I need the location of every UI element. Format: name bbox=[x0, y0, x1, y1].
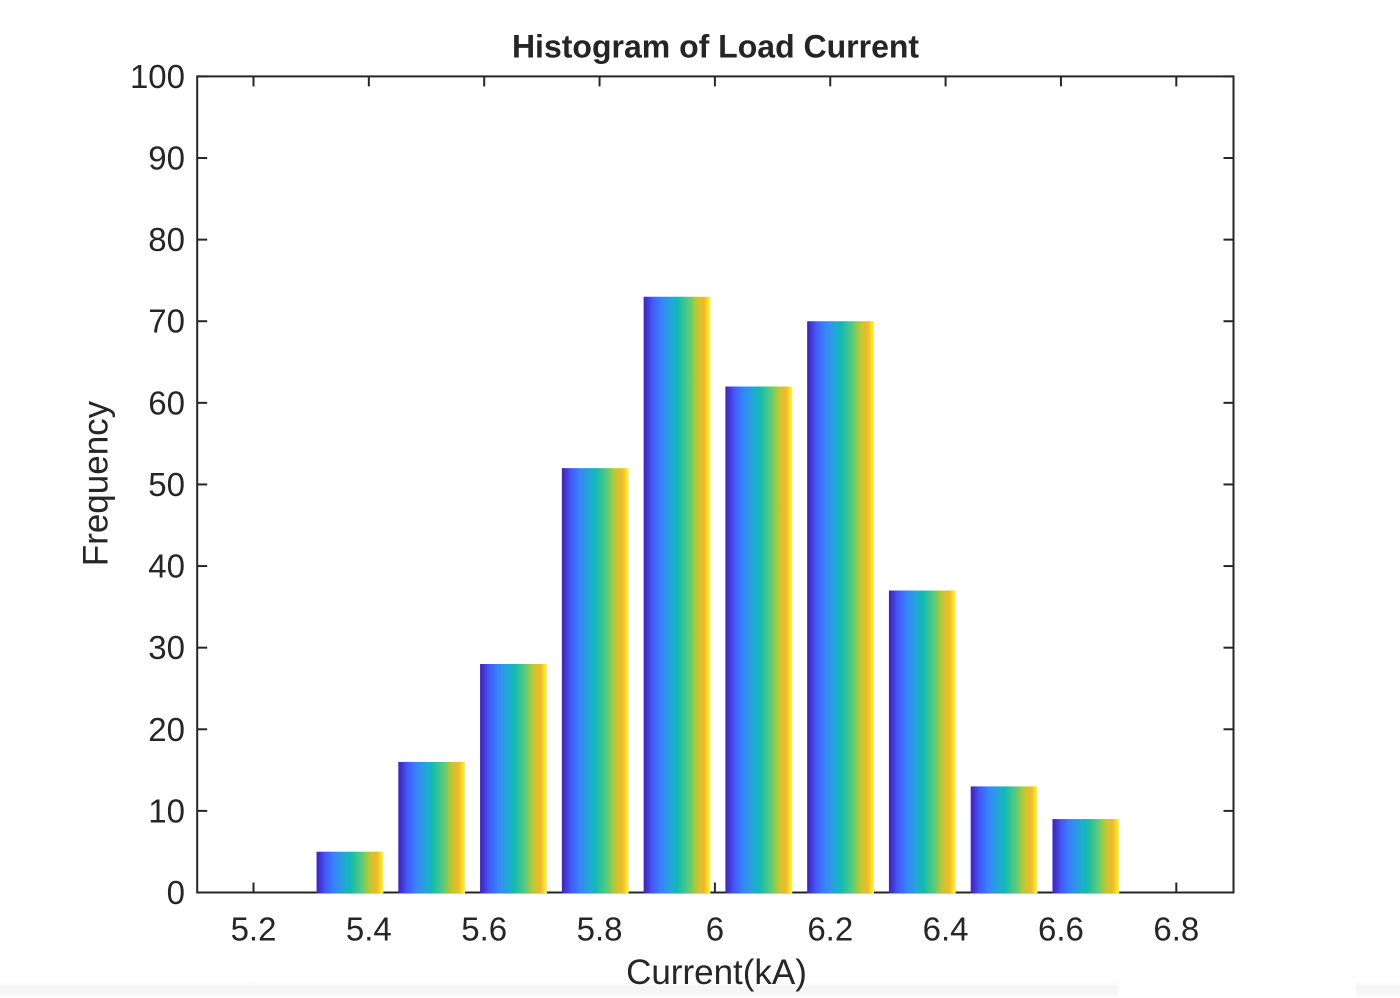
svg-text:90: 90 bbox=[148, 140, 185, 177]
svg-text:6.8: 6.8 bbox=[1153, 911, 1199, 948]
svg-text:Current(kA): Current(kA) bbox=[626, 953, 807, 992]
svg-text:6.2: 6.2 bbox=[807, 911, 853, 948]
svg-text:5.4: 5.4 bbox=[346, 911, 392, 948]
svg-text:Histogram of Load Current: Histogram of Load Current bbox=[512, 29, 919, 65]
svg-text:70: 70 bbox=[148, 303, 185, 340]
svg-text:5.6: 5.6 bbox=[461, 911, 507, 948]
svg-text:6.6: 6.6 bbox=[1038, 911, 1084, 948]
svg-text:10: 10 bbox=[148, 792, 185, 829]
svg-text:6: 6 bbox=[706, 911, 724, 948]
svg-text:80: 80 bbox=[148, 221, 185, 258]
svg-text:Frequency: Frequency bbox=[77, 400, 116, 566]
svg-text:5.8: 5.8 bbox=[577, 911, 623, 948]
svg-text:20: 20 bbox=[148, 711, 185, 748]
svg-text:0: 0 bbox=[167, 874, 185, 911]
svg-text:30: 30 bbox=[148, 629, 185, 666]
svg-text:60: 60 bbox=[148, 384, 185, 421]
svg-text:5.2: 5.2 bbox=[231, 911, 277, 948]
svg-text:40: 40 bbox=[148, 548, 185, 585]
svg-text:100: 100 bbox=[130, 58, 185, 95]
svg-text:6.4: 6.4 bbox=[923, 911, 969, 948]
svg-text:50: 50 bbox=[148, 466, 185, 503]
